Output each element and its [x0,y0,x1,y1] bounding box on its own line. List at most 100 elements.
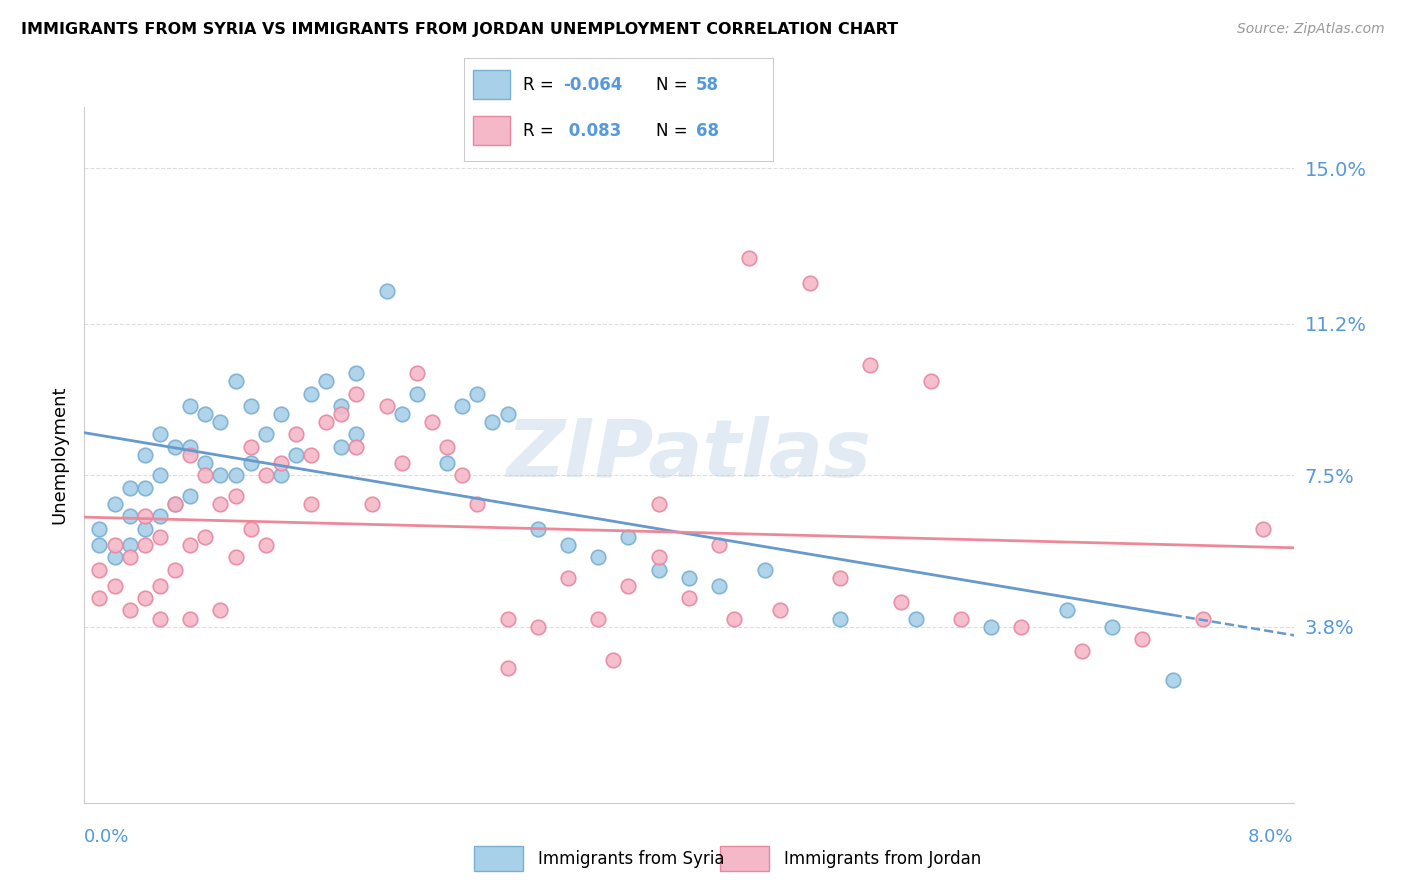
Point [346,366,368,380]
Point [149,530,172,544]
Point [527,620,550,634]
Point [299,448,322,462]
Point [496,407,519,421]
Point [225,468,247,483]
Point [527,522,550,536]
Bar [474,70,510,99]
Point [165,497,187,511]
Point [165,497,187,511]
Point [950,612,973,626]
Point [648,550,671,565]
Point [360,497,382,511]
Point [179,448,201,462]
Text: 58: 58 [696,76,718,94]
Point [799,276,821,290]
Point [254,468,277,483]
Point [1161,673,1184,687]
Point [451,399,474,413]
Point [481,415,503,429]
Point [179,440,201,454]
Point [134,538,156,552]
Point [225,550,247,565]
Point [104,497,127,511]
Point [330,440,353,454]
Point [1011,620,1033,634]
Point [239,456,262,470]
Point [1192,612,1215,626]
Point [149,509,172,524]
Point [270,456,292,470]
Point [134,481,156,495]
Point [436,440,458,454]
Point [104,538,127,552]
Point [315,374,337,388]
Point [617,530,640,544]
Point [1071,644,1094,658]
Point [709,538,731,552]
Point [330,407,353,421]
Point [588,612,610,626]
Point [149,427,172,442]
Point [209,415,232,429]
Point [209,468,232,483]
Point [678,571,700,585]
Point [225,489,247,503]
Point [194,530,217,544]
Point [270,468,292,483]
Text: Source: ZipAtlas.com: Source: ZipAtlas.com [1237,22,1385,37]
Point [104,579,127,593]
Point [602,652,624,666]
Point [239,440,262,454]
Bar [720,847,769,871]
Point [391,456,413,470]
Point [89,591,111,606]
Point [285,427,308,442]
Text: R =: R = [523,76,558,94]
Point [299,497,322,511]
Point [165,562,187,576]
Point [890,595,912,609]
Point [209,497,232,511]
Text: ZIPatlas: ZIPatlas [506,416,872,494]
Point [239,522,262,536]
Point [134,448,156,462]
Point [118,509,141,524]
Point [346,440,368,454]
Point [89,522,111,536]
Point [754,562,776,576]
Point [557,571,579,585]
Text: 0.0%: 0.0% [84,828,129,846]
Point [194,407,217,421]
Text: 68: 68 [696,122,718,140]
Text: N =: N = [655,122,693,140]
Point [104,550,127,565]
Text: R =: R = [523,122,558,140]
Point [1253,522,1275,536]
Point [406,386,429,401]
Point [467,497,489,511]
Point [557,538,579,552]
Point [738,252,761,266]
Point [588,550,610,565]
Point [830,612,852,626]
Text: Immigrants from Syria: Immigrants from Syria [538,849,724,868]
Point [179,489,201,503]
Text: -0.064: -0.064 [562,76,623,94]
Text: N =: N = [655,76,693,94]
Point [859,358,882,372]
Point [346,386,368,401]
Point [194,468,217,483]
Text: 0.083: 0.083 [562,122,621,140]
Point [285,448,308,462]
Point [315,415,337,429]
Point [194,456,217,470]
Point [496,661,519,675]
Point [709,579,731,593]
Point [496,612,519,626]
Y-axis label: Unemployment: Unemployment [51,385,69,524]
Point [134,591,156,606]
Point [134,522,156,536]
Point [89,538,111,552]
Point [134,509,156,524]
Point [375,284,398,298]
